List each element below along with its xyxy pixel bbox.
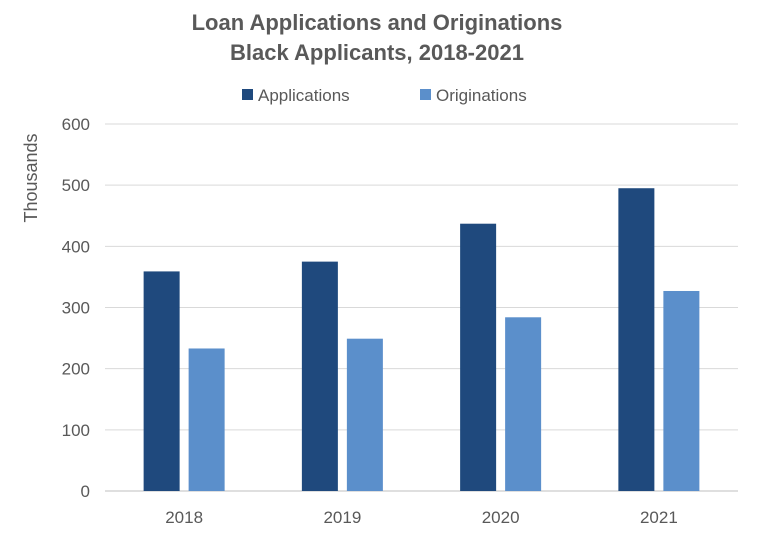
y-tick-label: 0 [81,482,90,501]
bar-originations-2020 [505,317,542,491]
x-tick-label: 2021 [640,508,678,527]
x-tick-label: 2019 [323,508,361,527]
legend-label-originations: Originations [436,86,527,105]
bars [143,188,700,491]
chart-title-line-2: Black Applicants, 2018-2021 [230,40,524,65]
bar-applications-2018 [143,271,180,491]
bar-applications-2020 [460,223,497,491]
bar-originations-2019 [346,338,383,491]
y-tick-label: 100 [62,421,90,440]
y-tick-label: 500 [62,176,90,195]
legend-label-applications: Applications [258,86,350,105]
y-tick-label: 300 [62,299,90,318]
bar-applications-2021 [618,188,655,491]
legend-swatch-applications [242,89,253,100]
bar-originations-2021 [663,290,700,491]
y-axis-title: Thousands [21,133,41,222]
y-tick-label: 600 [62,115,90,134]
x-axis-ticks: 2018 2019 2020 2021 [165,508,678,527]
legend-swatch-originations [420,89,431,100]
chart-title-line-1: Loan Applications and Originations [192,10,563,35]
y-tick-label: 400 [62,237,90,256]
x-tick-label: 2020 [482,508,520,527]
legend: Applications Originations [242,86,527,105]
x-tick-label: 2018 [165,508,203,527]
bar-applications-2019 [301,261,338,491]
bar-originations-2018 [188,348,225,491]
y-tick-label: 200 [62,360,90,379]
y-axis-ticks: 0 100 200 300 400 500 600 [62,115,90,501]
